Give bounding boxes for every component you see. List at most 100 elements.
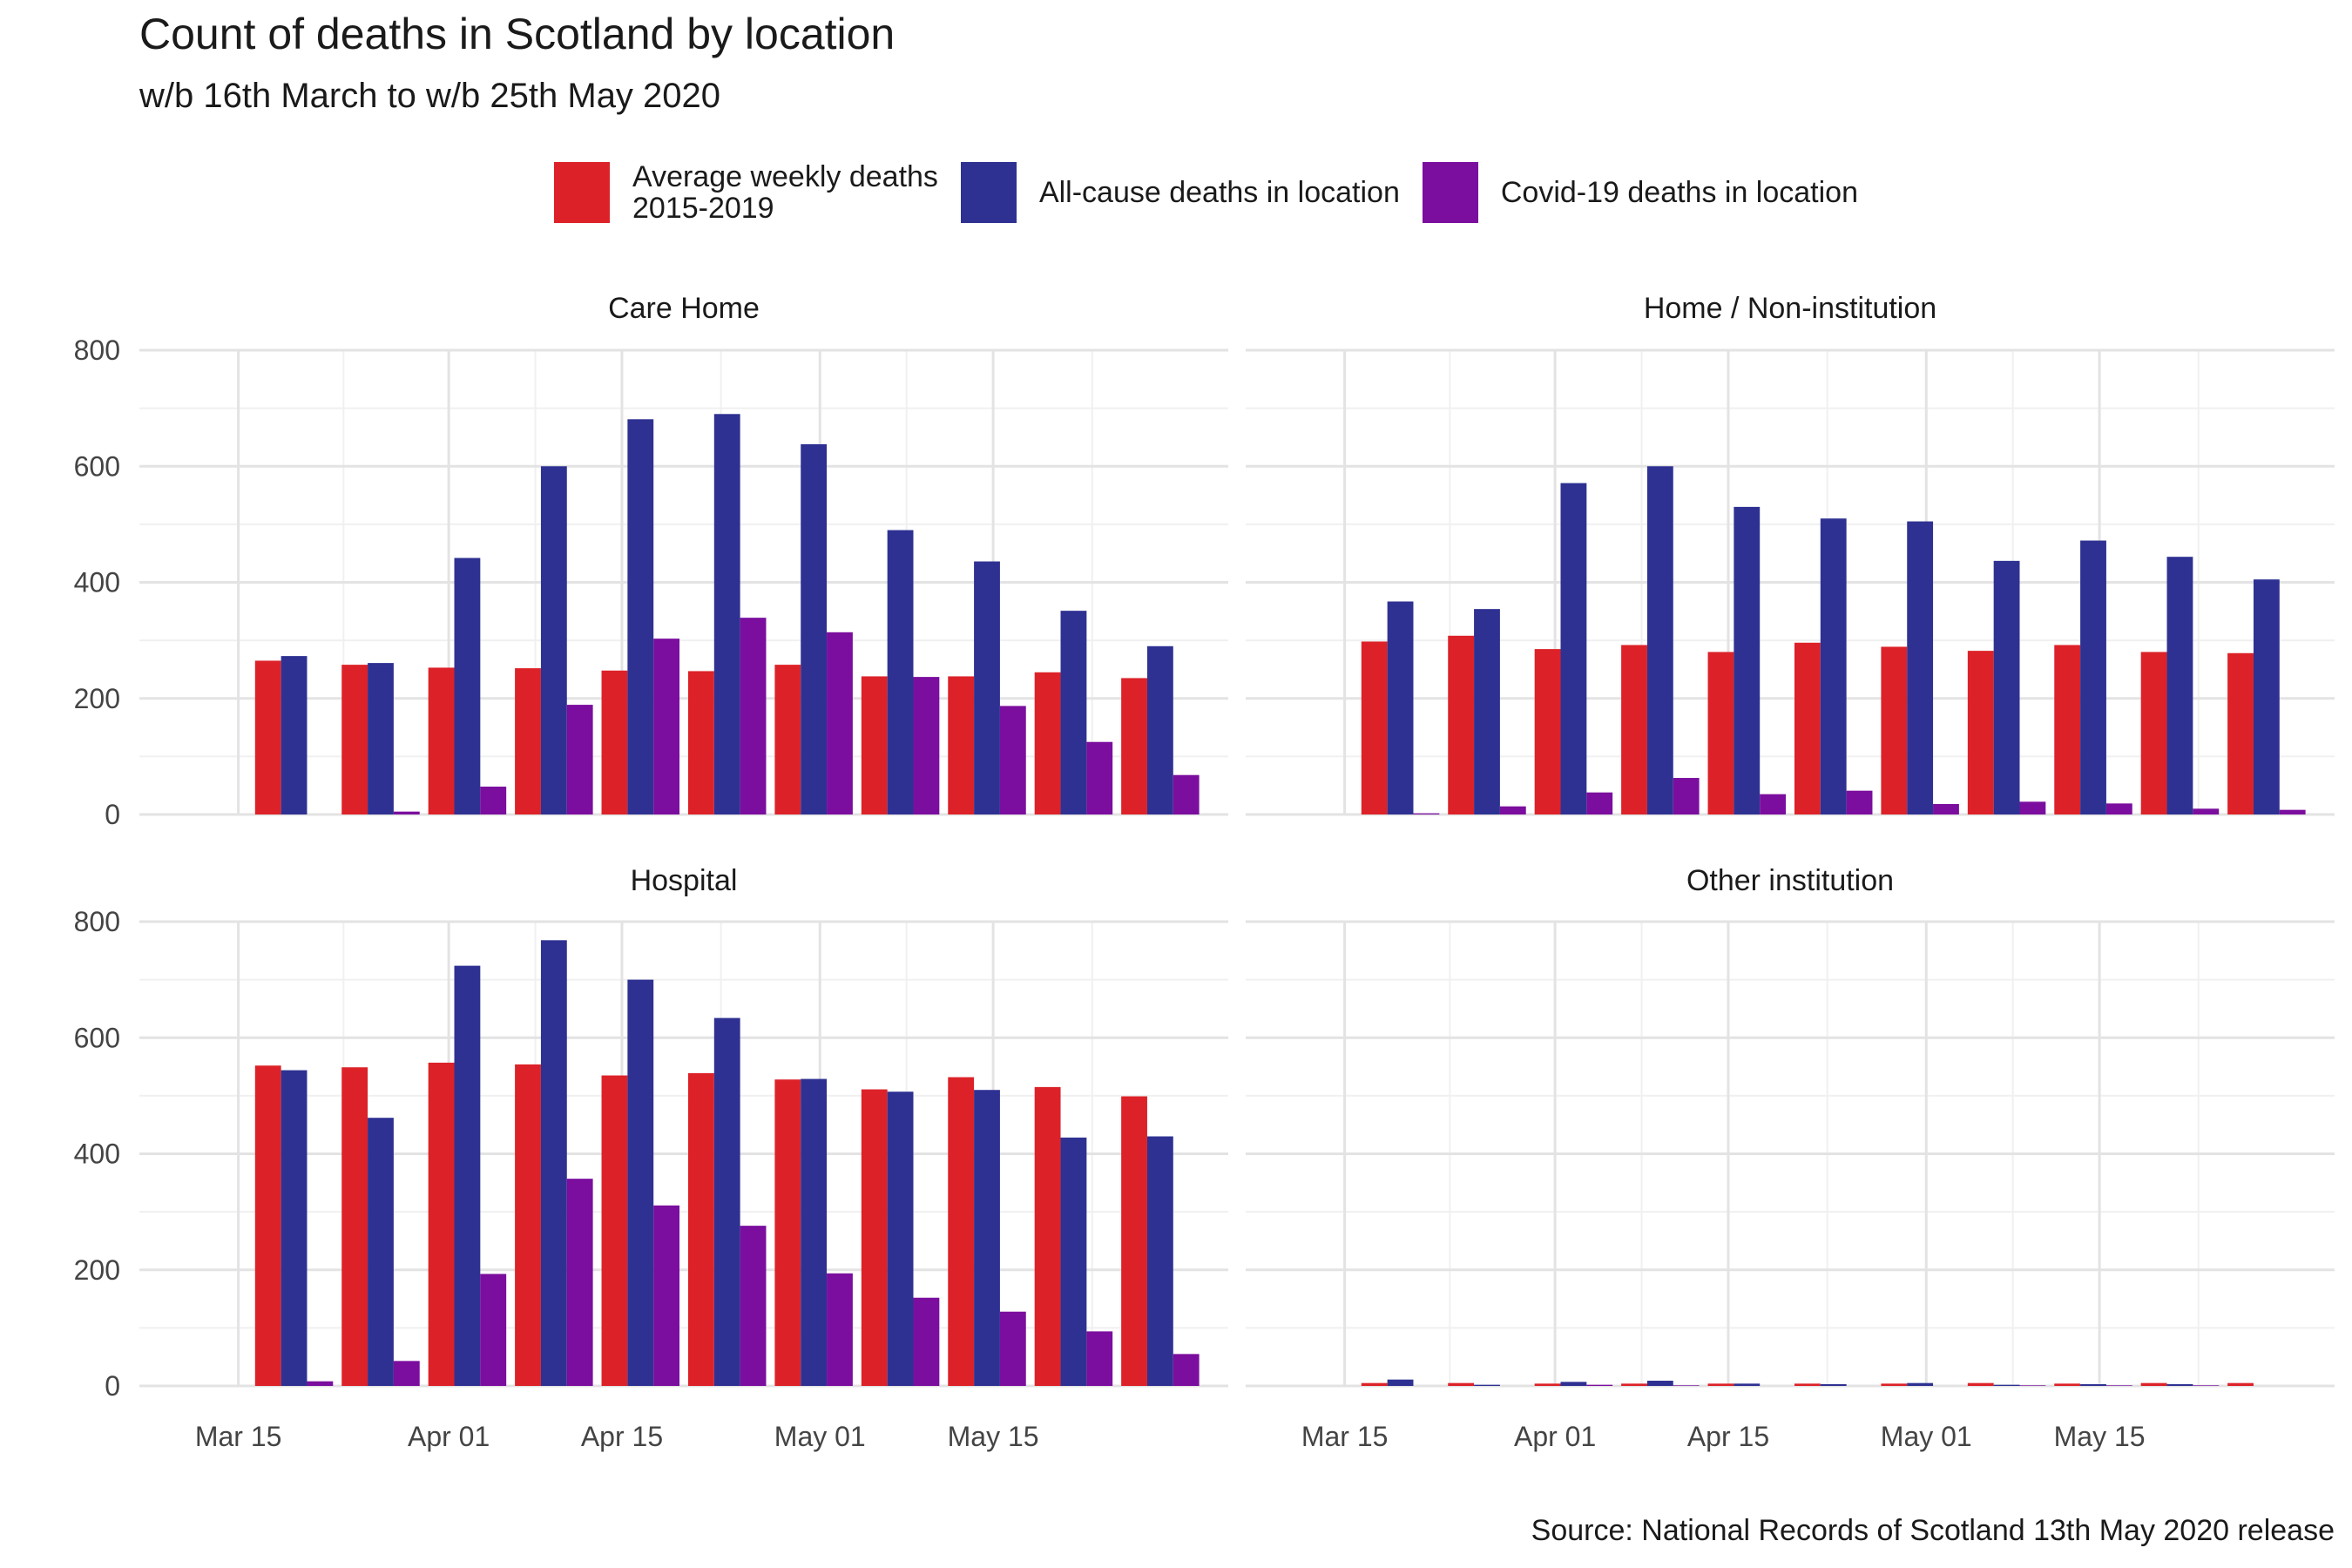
bar [827,1273,853,1386]
legend-item-covid: Covid-19 deaths in location [1422,162,1859,223]
bar [1534,649,1561,814]
bar [2019,801,2046,814]
bar [2193,808,2220,814]
bar [2253,579,2280,814]
bar [913,677,940,814]
bar [2227,1382,2254,1386]
bar [2080,1384,2106,1386]
legend-label-covid: Covid-19 deaths in location [1500,176,1859,209]
bar [687,1072,714,1386]
x-tick-label: May 15 [2054,1421,2146,1452]
bar [1673,1385,1700,1386]
chart-subtitle: w/b 16th March to w/b 25th May 2020 [139,77,721,115]
x-tick-label: Mar 15 [1301,1421,1389,1452]
bar [1086,1331,1113,1386]
bar [627,979,654,1386]
bar [341,1067,368,1386]
bar [1173,774,1200,814]
bar [1707,652,1734,814]
bar [1820,518,1847,814]
bar [1794,642,1821,814]
bar [2080,540,2106,814]
bar [1993,1384,2020,1386]
bar [887,1092,914,1386]
x-tick-label: May 15 [948,1421,1039,1452]
bar [1387,601,1414,814]
bar [393,1361,420,1386]
bar [1060,1137,1087,1386]
bar [1121,1096,1147,1386]
bar [913,1297,940,1386]
bar [1534,1383,1561,1386]
bar [1881,1383,1908,1386]
bar [887,530,914,814]
x-tick-label: Mar 15 [195,1421,282,1452]
x-tick-label: Apr 15 [1687,1421,1769,1452]
bar [454,558,481,814]
bar [999,706,1026,814]
bar [974,1090,1000,1386]
bar [393,811,420,814]
bar [801,443,828,814]
bar [428,1062,455,1386]
y-tick-label: 400 [74,567,120,598]
bar [2019,1385,2046,1386]
bar [2227,652,2254,814]
bar [1967,651,1994,814]
bar [1734,506,1761,814]
y-tick-label: 800 [74,906,120,937]
legend-key-all-cause [960,162,1017,223]
bar [1361,1382,1388,1386]
bar [801,1078,828,1386]
bar [774,665,801,814]
bar [341,665,368,814]
bar [2140,1382,2167,1386]
bar [566,705,593,814]
bar [999,1311,1026,1386]
y-tick-label: 200 [74,683,120,714]
y-tick-label: 0 [105,1370,120,1402]
legend-label-all-cause: All-cause deaths in location [1038,176,1400,209]
bar [774,1079,801,1386]
y-tick-label: 600 [74,450,120,482]
bar [254,660,281,814]
bar [1707,1383,1734,1386]
bar [1646,1381,1673,1386]
bar [1448,635,1475,814]
bar [1173,1354,1200,1386]
legend: Average weekly deaths 2015-2019 All-caus… [554,161,1881,224]
bar [1586,1384,1613,1386]
bar [307,1381,334,1386]
bar [948,1077,975,1386]
bar [713,1017,740,1386]
bar [1993,560,2020,814]
bar [740,1226,767,1386]
bar [2166,557,2193,814]
bar [1621,1383,1647,1386]
bar [653,1205,680,1386]
bar [515,668,541,814]
bar [1820,1384,1847,1386]
panel-title: Home / Non-institution [1644,292,1936,325]
legend-key-covid [1422,162,1478,223]
bar [540,940,567,1386]
bar [1034,672,1061,814]
bar [627,419,654,814]
bar [2054,1383,2081,1386]
legend-item-average: Average weekly deaths 2015-2019 [554,161,938,224]
bar [1760,794,1787,814]
bar [1673,778,1700,814]
bar [280,656,308,814]
bar [1907,1382,1934,1386]
bar [1361,641,1388,814]
bar [861,676,888,814]
bar [2105,803,2132,814]
bar [1907,521,1934,814]
bar [653,639,680,814]
bar [2166,1384,2193,1386]
chart-caption: Source: National Records of Scotland 13t… [1531,1514,2335,1547]
bar [1846,790,1873,814]
bar [254,1065,281,1386]
bar [1387,1379,1414,1386]
bar [2105,1385,2132,1386]
